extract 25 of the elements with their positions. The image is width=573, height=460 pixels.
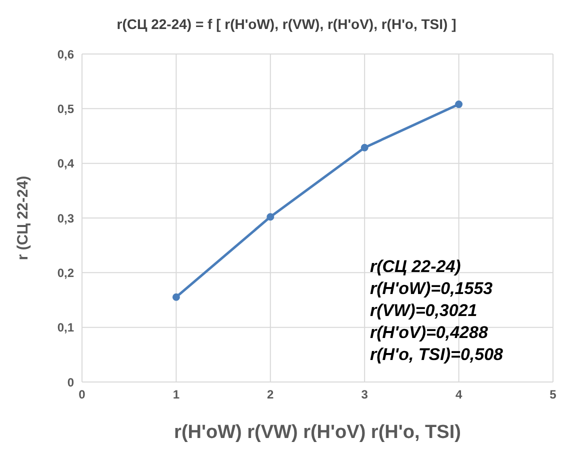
- point: [455, 100, 463, 108]
- x-tick-label: 1: [172, 388, 180, 402]
- y-tick-label: 0,5: [57, 102, 74, 116]
- y-tick-label: 0: [67, 375, 74, 390]
- annotation: r(H'o, TSI)=0,508: [370, 344, 504, 366]
- x-tick-label: 0: [78, 388, 86, 402]
- point: [172, 293, 180, 301]
- point: [360, 144, 368, 152]
- point: [266, 213, 274, 221]
- x-tick-label: 2: [267, 388, 274, 402]
- annotation: r(VW)=0,3021: [370, 300, 478, 322]
- y-tick-label: 0,2: [57, 266, 74, 280]
- x-tick-label: 4: [455, 388, 462, 402]
- y-axis-title: r (СЦ 22-24): [14, 176, 32, 260]
- x-axis-title: r(H'oW) r(VW) r(H'oV) r(H'o, TSI): [174, 422, 461, 443]
- annotation: r(СЦ 22-24): [370, 256, 462, 278]
- y-tick-label: 0,1: [57, 320, 74, 335]
- annotation: r(H'oV)=0,4288: [370, 322, 489, 344]
- y-tick-label: 0,3: [57, 211, 74, 226]
- x-tick-label: 5: [550, 388, 557, 402]
- y-tick-label: 0,6: [57, 47, 74, 62]
- x-tick-label: 3: [361, 388, 368, 402]
- y-tick-label: 0,4: [57, 156, 74, 171]
- annotation: r(H'oW)=0,1553: [370, 278, 494, 300]
- chart-title: r(СЦ 22-24) = f [ r(H'oW), r(VW), r(H'oV), r(H'o, TSI) ]: [116, 16, 458, 32]
